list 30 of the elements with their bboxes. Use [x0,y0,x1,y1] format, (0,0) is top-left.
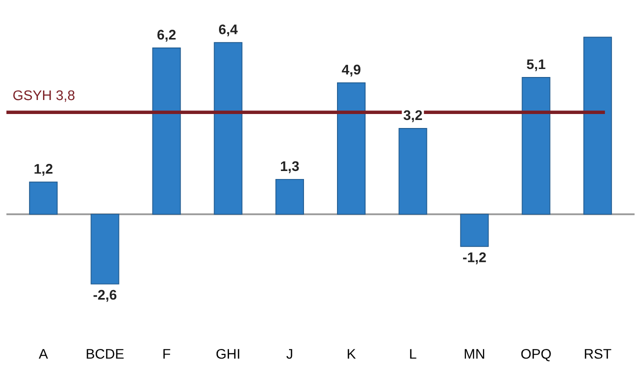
bar [275,178,304,215]
data-label: 5,1 [526,59,546,72]
bar [29,182,58,215]
bar [152,48,181,215]
x-tick-label: J [286,349,292,359]
bar [522,77,550,215]
x-tick-label: OPQ [521,348,551,362]
data-label: 4,9 [342,64,360,77]
x-tick-label: A [38,349,48,359]
x-tick-label: GHI [216,348,240,359]
bar [583,36,612,215]
x-tick-label: K [348,349,356,359]
ref-line-label: GSYH 3,8 [13,90,74,102]
data-label: 1,2 [34,164,52,176]
x-tick-label: BCDE [86,348,124,359]
data-label: 1,3 [280,161,299,174]
data-label: 6,2 [157,30,176,42]
data-label: 3,2 [404,110,422,122]
x-tick-label: RST [584,348,612,359]
data-label: -1,2 [463,252,486,264]
data-label: 6,4 [218,24,238,36]
bar [337,82,366,215]
bar [460,214,489,247]
data-label: -2,6 [94,290,116,302]
bar [214,42,242,215]
x-tick-label: L [410,349,416,359]
bar [90,214,120,284]
x-tick-label: MN [464,349,484,359]
x-tick-label: F [163,349,170,359]
bar [398,128,428,215]
